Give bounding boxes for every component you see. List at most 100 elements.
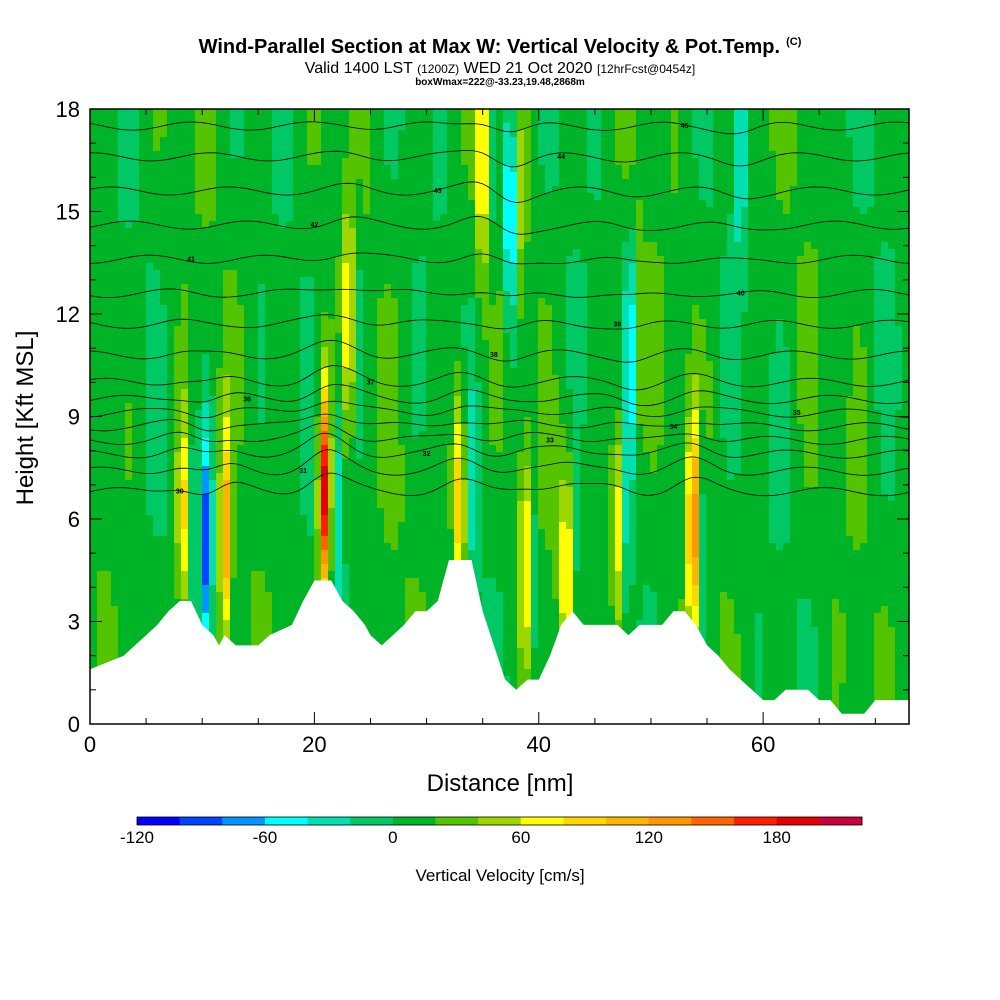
field-cell bbox=[314, 277, 322, 285]
field-cell bbox=[160, 109, 168, 117]
field-cell bbox=[139, 137, 147, 145]
field-cell bbox=[286, 340, 294, 348]
field-cell bbox=[223, 277, 231, 285]
field-cell bbox=[412, 242, 420, 250]
field-cell bbox=[370, 228, 378, 236]
field-cell bbox=[90, 508, 98, 516]
field-cell bbox=[251, 522, 259, 530]
field-cell bbox=[293, 291, 301, 299]
field-cell bbox=[272, 389, 280, 397]
field-cell bbox=[125, 130, 133, 138]
field-cell bbox=[216, 137, 224, 145]
field-cell bbox=[104, 403, 112, 411]
field-cell bbox=[426, 564, 434, 572]
field-cell bbox=[146, 403, 154, 411]
field-cell bbox=[279, 179, 287, 187]
field-cell bbox=[377, 165, 385, 173]
field-cell bbox=[447, 193, 455, 201]
field-cell bbox=[300, 326, 308, 334]
field-cell bbox=[335, 529, 343, 537]
field-cell bbox=[160, 263, 168, 271]
field-cell bbox=[146, 550, 154, 558]
field-cell bbox=[293, 186, 301, 194]
field-cell bbox=[328, 403, 336, 411]
field-cell bbox=[97, 165, 105, 173]
field-cell bbox=[293, 298, 301, 306]
field-cell bbox=[265, 193, 273, 201]
field-cell bbox=[125, 207, 133, 215]
field-cell bbox=[244, 214, 252, 222]
field-cell bbox=[230, 235, 238, 243]
field-cell bbox=[391, 249, 399, 257]
field-cell bbox=[405, 256, 413, 264]
field-cell bbox=[104, 613, 112, 621]
field-cell bbox=[97, 634, 105, 642]
field-cell bbox=[286, 515, 294, 523]
field-cell bbox=[440, 200, 448, 208]
field-cell bbox=[90, 410, 98, 418]
field-cell bbox=[433, 116, 441, 124]
field-cell bbox=[160, 172, 168, 180]
field-cell bbox=[454, 550, 462, 558]
field-cell bbox=[174, 263, 182, 271]
field-cell bbox=[230, 410, 238, 418]
field-cell bbox=[279, 207, 287, 215]
field-cell bbox=[216, 606, 224, 614]
field-cell bbox=[328, 340, 336, 348]
field-cell bbox=[118, 557, 126, 565]
field-cell bbox=[461, 165, 469, 173]
field-cell bbox=[293, 494, 301, 502]
field-cell bbox=[216, 627, 224, 635]
field-cell bbox=[244, 382, 252, 390]
field-cell bbox=[223, 396, 231, 404]
field-cell bbox=[398, 235, 406, 243]
field-cell bbox=[412, 116, 420, 124]
field-cell bbox=[335, 410, 343, 418]
field-cell bbox=[272, 116, 280, 124]
field-cell bbox=[125, 298, 133, 306]
field-cell bbox=[111, 270, 119, 278]
field-cell bbox=[412, 326, 420, 334]
field-cell bbox=[398, 291, 406, 299]
field-cell bbox=[286, 417, 294, 425]
field-cell bbox=[174, 459, 182, 467]
field-cell bbox=[90, 424, 98, 432]
field-cell bbox=[202, 382, 210, 390]
field-cell bbox=[104, 501, 112, 509]
field-cell bbox=[237, 613, 245, 621]
field-cell bbox=[419, 606, 427, 614]
field-cell bbox=[230, 144, 238, 152]
field-cell bbox=[202, 291, 210, 299]
field-cell bbox=[125, 410, 133, 418]
field-cell bbox=[454, 186, 462, 194]
field-cell bbox=[132, 501, 140, 509]
field-cell bbox=[356, 130, 364, 138]
field-cell bbox=[230, 592, 238, 600]
field-cell bbox=[202, 326, 210, 334]
field-cell bbox=[167, 529, 175, 537]
field-cell bbox=[97, 543, 105, 551]
field-cell bbox=[475, 263, 483, 271]
field-cell bbox=[482, 410, 490, 418]
field-cell bbox=[146, 235, 154, 243]
field-cell bbox=[125, 340, 133, 348]
field-cell bbox=[356, 228, 364, 236]
field-cell bbox=[405, 550, 413, 558]
field-cell bbox=[104, 270, 112, 278]
field-cell bbox=[419, 473, 427, 481]
field-cell bbox=[342, 494, 350, 502]
field-cell bbox=[111, 235, 119, 243]
field-cell bbox=[132, 116, 140, 124]
field-cell bbox=[258, 151, 266, 159]
field-cell bbox=[384, 466, 392, 474]
field-cell bbox=[181, 347, 189, 355]
field-cell bbox=[223, 431, 231, 439]
field-cell bbox=[419, 144, 427, 152]
field-cell bbox=[342, 319, 350, 327]
field-cell bbox=[468, 158, 476, 166]
field-cell bbox=[468, 522, 476, 530]
field-cell bbox=[286, 494, 294, 502]
field-cell bbox=[454, 389, 462, 397]
field-cell bbox=[335, 186, 343, 194]
field-cell bbox=[356, 592, 364, 600]
